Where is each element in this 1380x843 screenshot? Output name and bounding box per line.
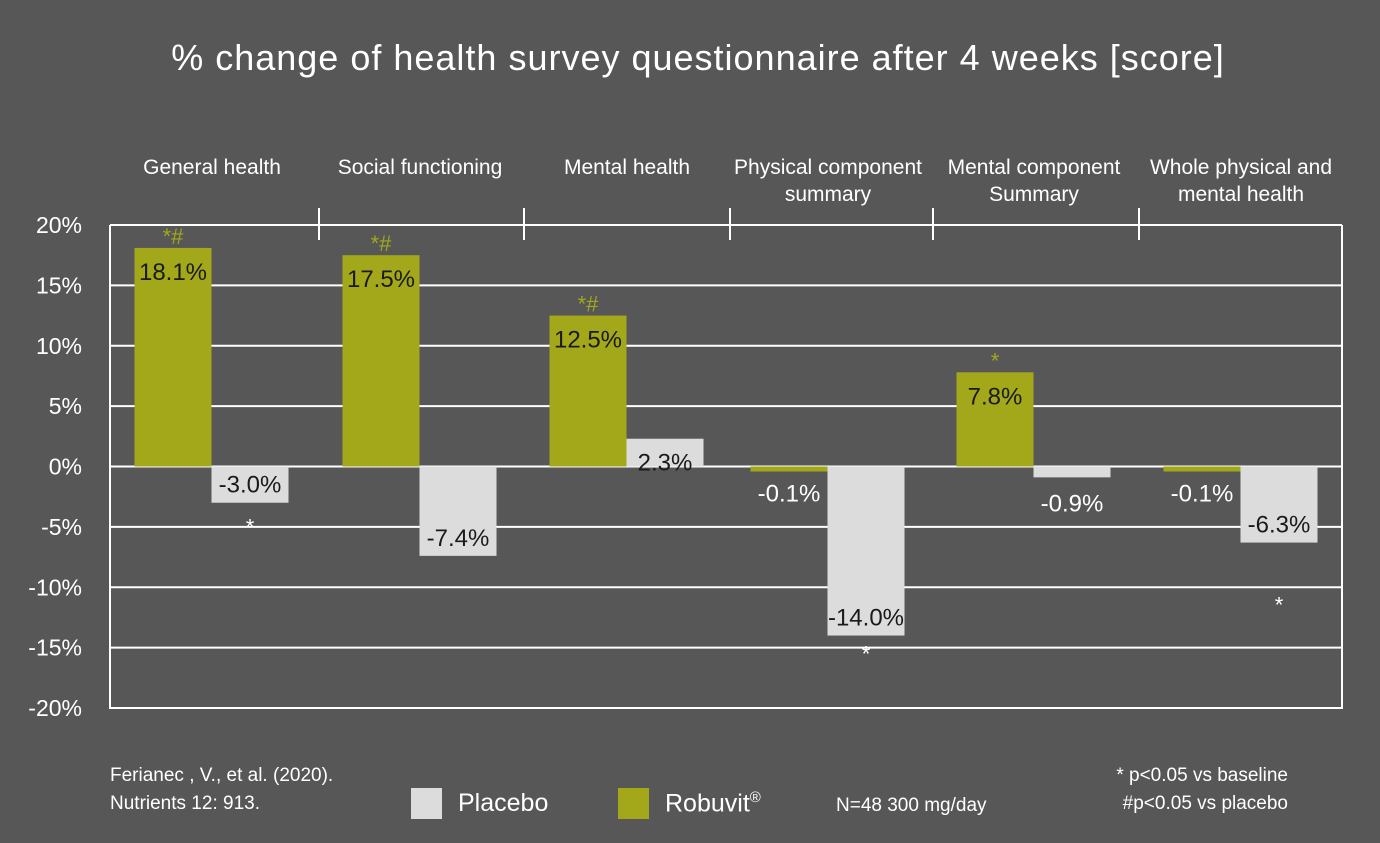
citation: Ferianec , V., et al. (2020). Nutrients … bbox=[110, 762, 333, 818]
placebo-bar-5 bbox=[1240, 466, 1318, 543]
category-label-5-line-1: mental health bbox=[1178, 183, 1304, 206]
robuvit-bar-0 bbox=[134, 247, 212, 467]
robuvit-significance-marker-2: *# bbox=[578, 292, 600, 317]
category-label-4: Mental component Summary bbox=[948, 156, 1121, 206]
robuvit-significance-marker-4: * bbox=[991, 348, 1000, 373]
citation-line-2: Nutrients 12: 913. bbox=[110, 793, 260, 814]
citation-line-1: Ferianec , V., et al. (2020). bbox=[110, 765, 334, 786]
y-tick-label-6: -10% bbox=[28, 574, 82, 600]
placebo-value-label-0: -3.0% bbox=[219, 472, 282, 499]
placebo-significance-marker-5: * bbox=[1275, 593, 1284, 618]
y-axis: 20% 15% 10% 5% 0% -5% -10% -15% -20% bbox=[28, 212, 82, 721]
placebo-value-label-1: -7.4% bbox=[427, 525, 490, 552]
y-tick-label-8: -20% bbox=[28, 695, 82, 721]
category-label-5: Whole physical and mental health bbox=[1150, 156, 1332, 206]
robuvit-value-label-2: 12.5% bbox=[554, 327, 622, 354]
y-tick-label-5: -5% bbox=[41, 514, 82, 540]
robuvit-bar-5 bbox=[1163, 466, 1241, 472]
legend-robuvit: Robuvit® bbox=[618, 788, 761, 819]
y-tick-label-3: 5% bbox=[49, 393, 82, 419]
category-label-3-line-1: summary bbox=[785, 183, 872, 206]
robuvit-value-label-1: 17.5% bbox=[347, 266, 415, 293]
placebo-bar-4 bbox=[1033, 466, 1111, 478]
placebo-bar-1 bbox=[419, 466, 497, 556]
significance-notes: * p<0.05 vs baseline #p<0.05 vs placebo bbox=[1116, 762, 1288, 818]
dose-note: N=48 300 mg/day bbox=[836, 795, 987, 816]
category-label-2: Mental health bbox=[564, 156, 690, 179]
bars bbox=[134, 247, 1318, 636]
category-label-0-line-0: General health bbox=[143, 156, 281, 179]
chart-title: % change of health survey questionnaire … bbox=[171, 37, 1225, 78]
robuvit-value-label-5: -0.1% bbox=[1171, 481, 1234, 508]
legend-placebo-label: Placebo bbox=[458, 789, 549, 817]
category-label-4-line-0: Mental component bbox=[948, 156, 1121, 179]
placebo-significance-marker-0: * bbox=[246, 515, 255, 540]
robuvit-bar-3 bbox=[750, 466, 828, 472]
y-tick-label-1: 15% bbox=[36, 272, 82, 298]
y-tick-label-0: 20% bbox=[36, 212, 82, 238]
legend-robuvit-text: Robuvit bbox=[665, 789, 750, 818]
category-label-0: General health bbox=[143, 156, 281, 179]
legend-robuvit-registered: ® bbox=[749, 788, 761, 806]
placebo-value-label-2: 2.3% bbox=[638, 450, 693, 477]
placebo-bar-2 bbox=[626, 438, 704, 467]
robuvit-significance-marker-0: *# bbox=[163, 224, 185, 249]
placebo-value-label-3: -14.0% bbox=[828, 605, 904, 632]
category-label-4-line-1: Summary bbox=[989, 183, 1079, 206]
y-tick-label-7: -15% bbox=[28, 635, 82, 661]
legend-robuvit-swatch bbox=[618, 788, 649, 819]
y-tick-label-2: 10% bbox=[36, 333, 82, 359]
placebo-value-label-4: -0.9% bbox=[1041, 490, 1104, 517]
category-label-3: Physical component summary bbox=[734, 156, 922, 206]
category-label-1-line-0: Social functioning bbox=[338, 156, 503, 179]
robuvit-value-label-3: -0.1% bbox=[758, 481, 821, 508]
placebo-bar-0 bbox=[211, 466, 289, 503]
category-label-2-line-0: Mental health bbox=[564, 156, 690, 179]
note-baseline: * p<0.05 vs baseline bbox=[1116, 765, 1288, 786]
data-labels: 18.1% *# 17.5% *# 12.5% *# -0.1% 7.8% * -0.1% -3.0… bbox=[139, 224, 1310, 667]
robuvit-value-label-4: 7.8% bbox=[968, 383, 1023, 410]
category-label-1: Social functioning bbox=[338, 156, 503, 179]
legend-placebo-swatch bbox=[411, 788, 442, 819]
note-placebo: #p<0.05 vs placebo bbox=[1122, 793, 1288, 814]
robuvit-bar-2 bbox=[549, 315, 627, 467]
robuvit-significance-marker-1: *# bbox=[371, 231, 393, 256]
robuvit-bar-4 bbox=[956, 372, 1034, 467]
category-label-3-line-0: Physical component bbox=[734, 156, 922, 179]
category-labels: General health Social functioning Mental h… bbox=[143, 156, 1332, 206]
legend-robuvit-label: Robuvit® bbox=[665, 789, 761, 818]
y-tick-label-4: 0% bbox=[49, 454, 82, 480]
gridlines bbox=[109, 208, 1343, 709]
placebo-value-label-5: -6.3% bbox=[1248, 512, 1311, 539]
legend-placebo: Placebo bbox=[411, 788, 548, 819]
robuvit-bar-1 bbox=[342, 255, 420, 467]
placebo-significance-marker-3: * bbox=[862, 642, 871, 667]
category-label-5-line-0: Whole physical and bbox=[1150, 156, 1332, 179]
robuvit-value-label-0: 18.1% bbox=[139, 259, 207, 286]
placebo-bar-3 bbox=[827, 466, 905, 636]
